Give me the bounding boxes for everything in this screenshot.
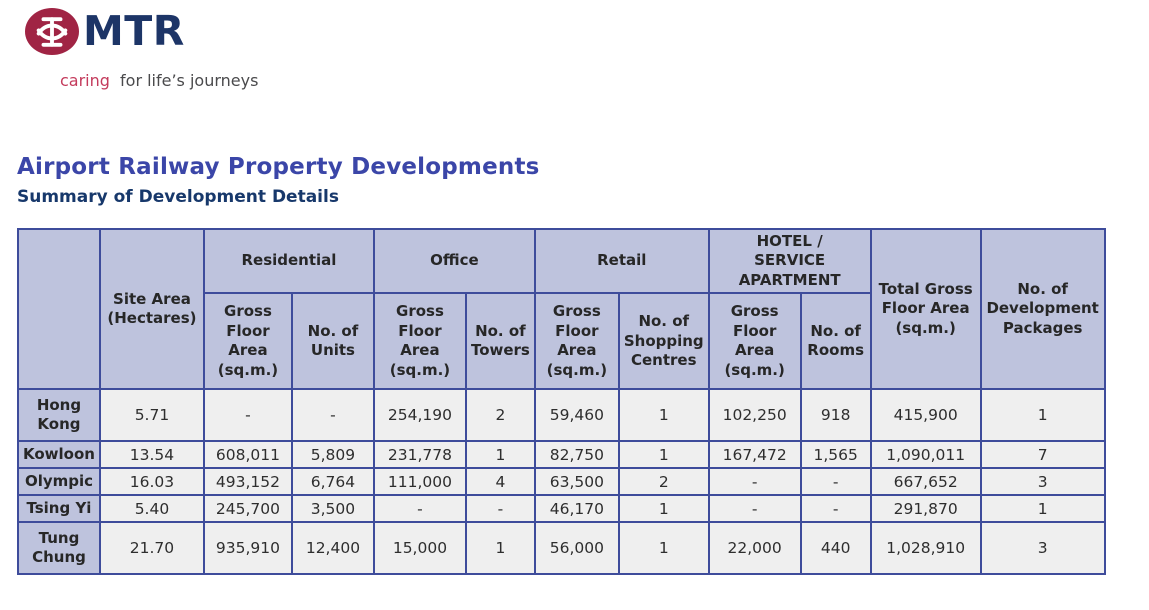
brand-tagline: caring for life’s journeys: [0, 71, 1149, 90]
cell-hotel-gfa: 102,250: [707, 388, 802, 443]
header-row-groups: Site Area (Hectares) Residential Office …: [17, 227, 1106, 391]
col-header-retail-gfa: Gross Floor Area (sq.m.): [533, 292, 620, 391]
cell-retail-gfa: 59,460: [533, 388, 620, 443]
row-header-station: Tsing Yi: [17, 494, 101, 524]
col-header-office-gfa: Gross Floor Area (sq.m.): [372, 292, 467, 391]
page-subtitle: Summary of Development Details: [17, 186, 339, 207]
cell-development-packages: 1: [979, 494, 1106, 524]
table-row-tsing-yi: Tsing Yi 5.40 245,700 3,500 - - 46,170 1…: [17, 494, 1106, 524]
cell-site-area: 13.54: [98, 440, 205, 470]
cell-retail-shopping-centres: 1: [617, 494, 710, 524]
col-header-site-area: Site Area (Hectares): [98, 227, 205, 391]
cell-residential-gfa: -: [202, 388, 293, 443]
mtr-logo-icon: [25, 8, 79, 55]
row-header-station: Kowloon: [17, 440, 101, 470]
cell-residential-gfa: 935,910: [202, 521, 293, 576]
cell-residential-units: 3,500: [290, 494, 375, 524]
cell-retail-gfa: 63,500: [533, 467, 620, 497]
cell-office-towers: 4: [464, 467, 536, 497]
cell-retail-shopping-centres: 1: [617, 388, 710, 443]
col-header-development-packages: No. of Development Packages: [979, 227, 1106, 391]
cell-residential-units: 5,809: [290, 440, 375, 470]
page-title: Airport Railway Property Developments: [17, 154, 540, 180]
col-header-residential-units: No. of Units: [290, 292, 375, 391]
cell-retail-shopping-centres: 2: [617, 467, 710, 497]
cell-hotel-gfa: -: [707, 467, 802, 497]
header-row-subcolumns: Gross Floor Area (sq.m.) No. of Units Gr…: [18, 292, 1105, 391]
cell-hotel-rooms: 918: [799, 388, 872, 443]
cell-hotel-rooms: -: [799, 467, 872, 497]
cell-development-packages: 1: [979, 388, 1106, 443]
col-header-office-towers: No. of Towers: [464, 292, 536, 391]
cell-office-towers: 1: [464, 521, 536, 576]
group-header-office: Office: [372, 227, 536, 295]
cell-residential-units: 12,400: [290, 521, 375, 576]
table-row-hong-kong: Hong Kong 5.71 - - 254,190 2 59,460 1 10…: [17, 388, 1106, 443]
cell-office-gfa: 231,778: [372, 440, 467, 470]
cell-office-gfa: 254,190: [372, 388, 467, 443]
cell-office-towers: 1: [464, 440, 536, 470]
cell-residential-units: 6,764: [290, 467, 375, 497]
tagline-caring: caring: [60, 71, 110, 90]
tagline-rest: for life’s journeys: [120, 71, 259, 90]
development-summary-table: Site Area (Hectares) Residential Office …: [17, 227, 1106, 576]
group-header-hotel-service-apartment: HOTEL / SERVICE APARTMENT: [707, 227, 872, 295]
row-header-station: Hong Kong: [17, 388, 101, 443]
cell-site-area: 5.71: [98, 388, 205, 443]
cell-hotel-gfa: 22,000: [707, 521, 802, 576]
brand-header: MTR caring for life’s journeys: [0, 8, 1149, 90]
cell-site-area: 5.40: [98, 494, 205, 524]
cell-hotel-gfa: -: [707, 494, 802, 524]
cell-hotel-rooms: 440: [799, 521, 872, 576]
cell-site-area: 21.70: [98, 521, 205, 576]
cell-total-gfa: 1,028,910: [869, 521, 982, 576]
cell-total-gfa: 1,090,011: [869, 440, 982, 470]
cell-hotel-rooms: 1,565: [799, 440, 872, 470]
cell-residential-gfa: 493,152: [202, 467, 293, 497]
cell-residential-gfa: 245,700: [202, 494, 293, 524]
col-header-residential-gfa: Gross Floor Area (sq.m.): [202, 292, 293, 391]
cell-residential-units: -: [290, 388, 375, 443]
col-header-retail-shopping-centres: No. of Shopping Centres: [617, 292, 710, 391]
cell-total-gfa: 667,652: [869, 467, 982, 497]
cell-development-packages: 3: [979, 467, 1106, 497]
cell-office-gfa: 111,000: [372, 467, 467, 497]
group-header-retail: Retail: [533, 227, 710, 295]
cell-development-packages: 7: [979, 440, 1106, 470]
table-row-kowloon: Kowloon 13.54 608,011 5,809 231,778 1 82…: [17, 440, 1106, 470]
cell-office-towers: -: [464, 494, 536, 524]
col-header-hotel-rooms: No. of Rooms: [799, 292, 872, 391]
group-header-residential: Residential: [202, 227, 375, 295]
col-header-total-gross-floor-area: Total Gross Floor Area (sq.m.): [869, 227, 982, 391]
col-header-hotel-gfa: Gross Floor Area (sq.m.): [707, 292, 802, 391]
cell-retail-gfa: 46,170: [533, 494, 620, 524]
cell-retail-gfa: 82,750: [533, 440, 620, 470]
page: MTR caring for life’s journeys Airport R…: [0, 8, 1149, 576]
table-row-olympic: Olympic 16.03 493,152 6,764 111,000 4 63…: [17, 467, 1106, 497]
cell-office-towers: 2: [464, 388, 536, 443]
cell-office-gfa: 15,000: [372, 521, 467, 576]
cell-total-gfa: 415,900: [869, 388, 982, 443]
cell-office-gfa: -: [372, 494, 467, 524]
row-header-station: Tung Chung: [17, 521, 101, 576]
corner-header-cell: [17, 227, 101, 391]
cell-site-area: 16.03: [98, 467, 205, 497]
cell-retail-gfa: 56,000: [533, 521, 620, 576]
cell-hotel-rooms: -: [799, 494, 872, 524]
cell-hotel-gfa: 167,472: [707, 440, 802, 470]
row-header-station: Olympic: [17, 467, 101, 497]
cell-total-gfa: 291,870: [869, 494, 982, 524]
mtr-wordmark: MTR: [83, 7, 185, 55]
cell-development-packages: 3: [979, 521, 1106, 576]
mtr-logo: MTR: [0, 8, 1149, 55]
cell-residential-gfa: 608,011: [202, 440, 293, 470]
cell-retail-shopping-centres: 1: [617, 440, 710, 470]
cell-retail-shopping-centres: 1: [617, 521, 710, 576]
table-row-tung-chung: Tung Chung 21.70 935,910 12,400 15,000 1…: [17, 521, 1106, 576]
